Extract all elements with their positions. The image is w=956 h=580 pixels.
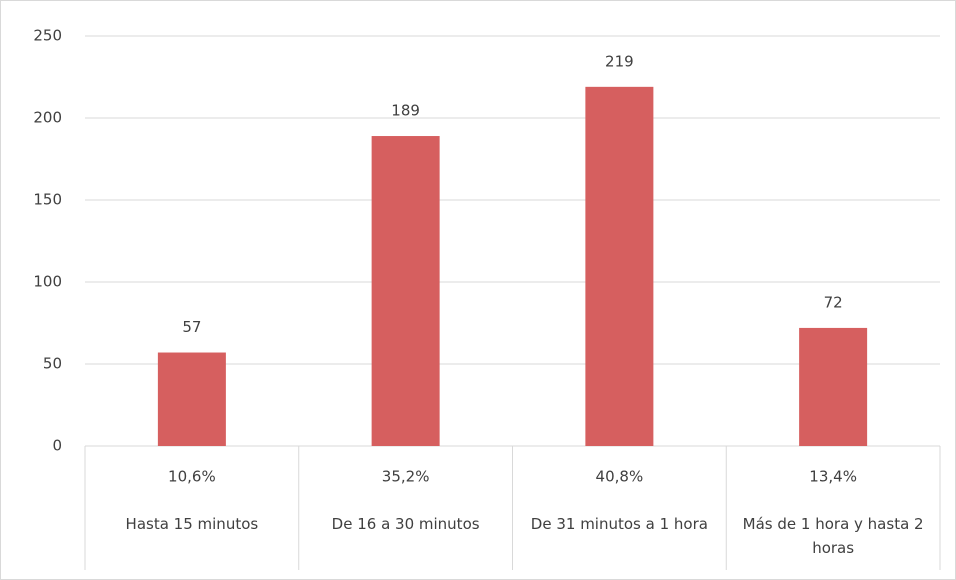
bar [585, 86, 654, 446]
category-share: 10,6% [168, 468, 216, 486]
y-tick-label: 250 [33, 27, 62, 45]
bar [371, 136, 440, 447]
y-tick-label: 50 [43, 355, 62, 373]
x-tick-label: Hasta 15 minutos [125, 515, 259, 533]
data-label: 219 [605, 52, 634, 70]
y-tick-label: 200 [33, 109, 62, 127]
data-label: 72 [824, 293, 843, 311]
data-label: 57 [182, 318, 201, 336]
category-share: 13,4% [809, 468, 857, 486]
x-tick-label: De 16 a 30 minutos [331, 515, 480, 533]
x-tick-label: Más de 1 hora y hasta 2 horas [742, 515, 924, 557]
x-tick-label: De 31 minutos a 1 hora [530, 515, 708, 533]
y-tick-label: 0 [52, 437, 62, 455]
bar [799, 327, 868, 446]
data-label: 189 [391, 102, 420, 120]
category-share: 40,8% [596, 468, 644, 486]
category-share: 35,2% [382, 468, 430, 486]
bar [157, 352, 226, 446]
y-tick-label: 100 [33, 273, 62, 291]
y-tick-label: 150 [33, 191, 62, 209]
